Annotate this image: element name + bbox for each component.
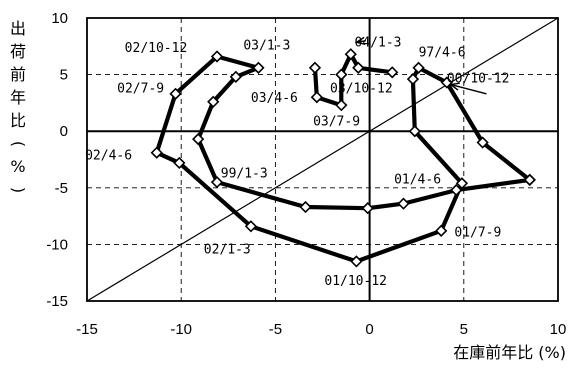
data-point — [412, 61, 425, 74]
annotation-labels: 04/1-3 97/4-6 00/10-12 02/10-12 03/1-3 02/7-9… — [85, 35, 509, 289]
annotation-label: 02/7-9 — [117, 82, 164, 97]
y-axis-label-char: % — [10, 157, 25, 176]
x-tick-label: -5 — [269, 321, 282, 338]
reference-line-y-equals-x — [86, 17, 559, 302]
data-point — [207, 95, 220, 108]
annotation-label: 01/7-9 — [454, 225, 501, 240]
data-point — [476, 136, 489, 149]
data-point — [229, 70, 242, 83]
data-point — [210, 50, 224, 63]
x-tick-label: -15 — [76, 321, 98, 338]
data-point — [210, 176, 224, 189]
annotation-label: 03/7-9 — [313, 115, 360, 130]
x-tick-label: 5 — [460, 321, 468, 338]
data-point — [335, 99, 348, 112]
annotation-label: 04/1-3 — [355, 35, 402, 50]
data-point — [244, 220, 258, 233]
data-point — [150, 146, 163, 159]
data-point — [192, 132, 205, 146]
annotation-arrowhead — [449, 82, 460, 91]
data-point — [169, 87, 182, 100]
y-tick-label: -5 — [55, 180, 68, 197]
data-point — [523, 173, 536, 187]
data-point — [308, 61, 322, 74]
y-tick-label: -10 — [46, 236, 68, 253]
data-point — [252, 61, 265, 74]
data-point — [299, 200, 312, 214]
data-point — [435, 224, 448, 237]
data-point — [450, 183, 463, 197]
y-axis-label-char: 出 — [10, 19, 26, 38]
y-axis-label-char: ) — [9, 187, 28, 193]
data-point — [455, 177, 469, 190]
data-point — [397, 197, 410, 210]
y-tick-label: 10 — [51, 10, 68, 27]
annotation-label: 01/4-6 — [394, 172, 441, 187]
data-point — [173, 156, 186, 170]
data-point — [310, 91, 323, 104]
data-point — [335, 68, 348, 81]
x-tick-label: -10 — [170, 321, 192, 338]
y-tick-label: 0 — [60, 123, 68, 140]
y-tick-label: -15 — [46, 293, 68, 310]
annotation-arrowhead — [354, 36, 366, 45]
grid — [87, 18, 558, 301]
annotation-label: 00/10-12 — [447, 72, 510, 87]
annotation-label: 02/10-12 — [125, 41, 188, 56]
annotation-arrows — [354, 36, 487, 95]
data-point — [352, 61, 365, 74]
data-point — [361, 202, 374, 215]
annotation-arrow — [450, 83, 487, 95]
y-axis-label-char: 前 — [10, 65, 26, 84]
y-tick-label: 5 — [60, 67, 68, 84]
y-axis-label-char: ( — [9, 141, 28, 147]
annotation-label: 97/4-6 — [419, 45, 466, 60]
y-axis-label-char: 比 — [10, 111, 26, 130]
data-point — [344, 48, 357, 61]
annotation-label: 99/1-3 — [221, 167, 268, 182]
x-axis-label: 在庫前年比 (%) — [453, 343, 566, 362]
data-point — [408, 125, 421, 138]
annotation-label: 03/1-3 — [243, 39, 290, 54]
x-tick-label: 0 — [365, 321, 373, 338]
series-line-2 — [312, 52, 393, 108]
y-axis-label-char: 年 — [10, 88, 26, 107]
annotation-label: 02/1-3 — [204, 242, 251, 257]
y-axis-label-char: 荷 — [10, 42, 26, 61]
plot-frame — [86, 17, 559, 302]
markers-group — [150, 48, 536, 268]
annotation-label: 03/10-12 — [330, 82, 393, 97]
x-tick-label: 10 — [550, 321, 567, 338]
x-tick-labels: -15 -10 -5 0 5 10 — [76, 321, 566, 338]
annotation-label: 03/4-6 — [251, 91, 298, 106]
data-point — [386, 66, 399, 79]
data-point — [440, 76, 453, 89]
data-point — [406, 72, 420, 86]
data-point — [350, 255, 363, 268]
annotation-label: 02/4-6 — [85, 149, 132, 164]
y-tick-labels: 10 5 0 -5 -10 -15 — [46, 10, 68, 310]
annotation-label: 01/10-12 — [324, 274, 387, 289]
